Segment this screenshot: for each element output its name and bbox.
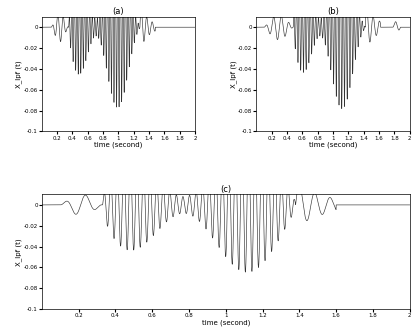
Y-axis label: X_lpf (t): X_lpf (t) [15, 238, 22, 266]
Y-axis label: X_lpf (t): X_lpf (t) [230, 60, 237, 88]
X-axis label: time (second): time (second) [309, 142, 357, 149]
X-axis label: time (second): time (second) [201, 320, 250, 326]
Y-axis label: X_lpf (t): X_lpf (t) [15, 60, 22, 88]
X-axis label: time (second): time (second) [94, 142, 143, 149]
Title: (c): (c) [220, 185, 231, 194]
Title: (a): (a) [112, 7, 124, 16]
Title: (b): (b) [327, 7, 339, 16]
